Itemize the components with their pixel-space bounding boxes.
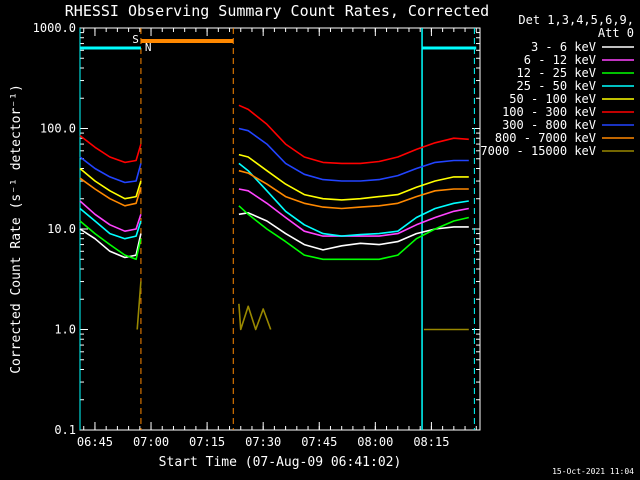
series-line-5: [79, 104, 469, 165]
legend-header-detectors: Det 1,3,4,5,6,9,: [518, 13, 634, 27]
y-tick-label: 0.1: [54, 423, 76, 437]
series-line-4: [79, 153, 469, 201]
legend-label: 12 - 25 keV: [517, 66, 596, 80]
series-lines: [79, 104, 469, 331]
legend-label: 50 - 100 keV: [509, 92, 596, 106]
legend-label: 25 - 50 keV: [517, 79, 596, 93]
x-axis-label: Start Time (07-Aug-09 06:41:02): [159, 455, 402, 470]
y-tick-label: 10.0: [47, 222, 76, 236]
x-tick-label: 07:30: [245, 435, 281, 449]
x-tick-label: 06:45: [77, 435, 113, 449]
y-tick-label: 100.0: [40, 122, 76, 136]
series-line-7: [79, 169, 469, 210]
series-line-2: [79, 205, 469, 261]
saa-label: S: [132, 33, 139, 46]
x-axis: 06:45 07:00 07:15 07:30 07:45 08:00 08:15: [77, 28, 477, 449]
x-tick-label: 07:45: [301, 435, 337, 449]
legend-label: 7000 - 15000 keV: [480, 144, 596, 158]
y-axis: 0.1 1.0 10.0 100.0 1000.0: [33, 21, 480, 437]
legend-label: 300 - 800 keV: [502, 118, 596, 132]
series-line-8: [136, 281, 469, 331]
y-tick-label: 1.0: [54, 323, 76, 337]
legend-label: 100 - 300 keV: [502, 105, 596, 119]
x-tick-label: 07:00: [133, 435, 169, 449]
legend-label: 6 - 12 keV: [524, 53, 596, 67]
x-tick-label: 07:15: [189, 435, 225, 449]
chart-title: RHESSI Observing Summary Count Rates, Co…: [65, 2, 489, 20]
x-tick-label: 08:00: [357, 435, 393, 449]
footer-date: 15-Oct-2021 11:04: [552, 467, 634, 476]
legend-label: 800 - 7000 keV: [495, 131, 596, 145]
y-tick-label: 1000.0: [33, 21, 76, 35]
plot-annotations: SN: [79, 28, 477, 430]
series-line-6: [79, 127, 469, 184]
y-axis-label: Corrected Count Rate (s⁻¹ detector⁻¹): [9, 84, 24, 374]
legend-header-attenuator: Att 0: [598, 26, 634, 40]
series-line-3: [79, 162, 469, 240]
legend-label: 3 - 6 keV: [531, 40, 596, 54]
night-label: N: [145, 41, 152, 54]
x-tick-label: 08:15: [413, 435, 449, 449]
